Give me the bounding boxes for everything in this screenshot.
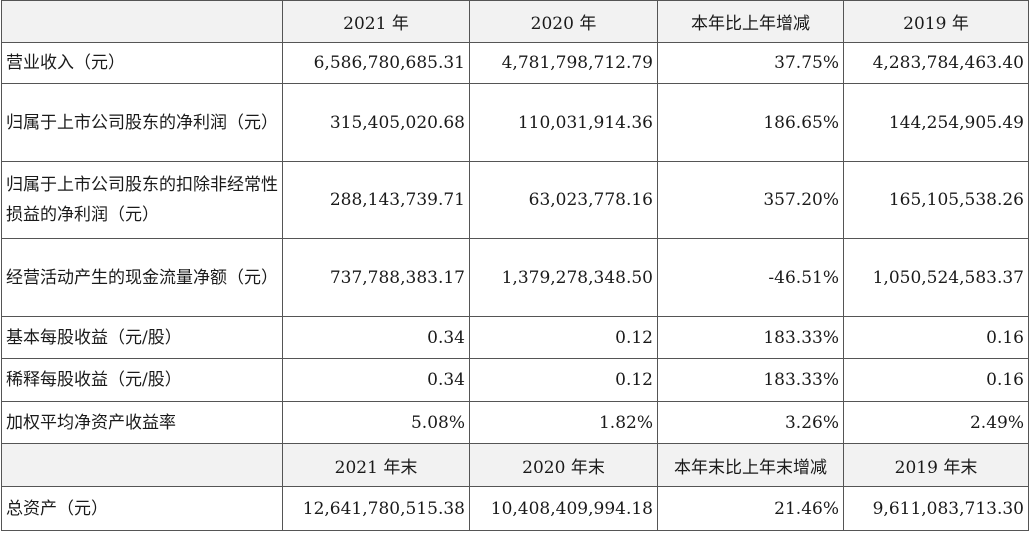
value-2021: 0.34 [282,358,470,402]
value-change: 21.46% [657,486,844,531]
value-2019: 0.16 [843,358,1029,402]
table-row: 归属于上市公司股东的扣除非经常性损益的净利润（元） 288,143,739.71… [1,161,1029,239]
value-change: 37.75% [657,42,844,84]
value-2020: 110,031,914.36 [469,83,658,162]
value-2021: 315,405,020.68 [282,83,470,162]
table-row: 基本每股收益（元/股） 0.34 0.12 183.33% 0.16 [1,316,1029,359]
row-label: 基本每股收益（元/股） [1,316,283,359]
row-label: 经营活动产生的现金流量净额（元） [1,238,283,317]
header-2021-end: 2021 年末 [282,443,470,487]
value-2020: 1.82% [469,401,658,444]
header-corner-cell [1,443,283,487]
value-2019: 4,283,784,463.40 [843,42,1029,84]
value-2020: 1,379,278,348.50 [469,238,658,317]
header-change: 本年比上年增减 [657,0,844,43]
row-label: 归属于上市公司股东的扣除非经常性损益的净利润（元） [1,161,283,239]
value-2020: 0.12 [469,358,658,402]
value-2021: 12,641,780,515.38 [282,486,470,531]
value-2021: 0.34 [282,316,470,359]
header-2020: 2020 年 [469,0,658,43]
table-row: 经营活动产生的现金流量净额（元） 737,788,383.17 1,379,27… [1,238,1029,317]
value-change: 183.33% [657,316,844,359]
value-2020: 0.12 [469,316,658,359]
table-row: 归属于上市公司股东的净利润（元） 315,405,020.68 110,031,… [1,83,1029,162]
value-2019: 1,050,524,583.37 [843,238,1029,317]
row-label: 营业收入（元） [1,42,283,84]
value-change: 183.33% [657,358,844,402]
table-row: 稀释每股收益（元/股） 0.34 0.12 183.33% 0.16 [1,358,1029,402]
value-change: 3.26% [657,401,844,444]
value-2020: 4,781,798,712.79 [469,42,658,84]
row-label: 总资产（元） [1,486,283,531]
header-2020-end: 2020 年末 [469,443,658,487]
header-2021: 2021 年 [282,0,470,43]
value-2020: 10,408,409,994.18 [469,486,658,531]
value-2021: 737,788,383.17 [282,238,470,317]
header-change-end: 本年末比上年末增减 [657,443,844,487]
row-label: 归属于上市公司股东的净利润（元） [1,83,283,162]
value-change: 357.20% [657,161,844,239]
value-2019: 2.49% [843,401,1029,444]
header-row-years: 2021 年 2020 年 本年比上年增减 2019 年 [1,0,1029,43]
value-2021: 6,586,780,685.31 [282,42,470,84]
header-row-year-end: 2021 年末 2020 年末 本年末比上年末增减 2019 年末 [1,443,1029,487]
value-change: 186.65% [657,83,844,162]
table-row: 加权平均净资产收益率 5.08% 1.82% 3.26% 2.49% [1,401,1029,444]
table-row: 营业收入（元） 6,586,780,685.31 4,781,798,712.7… [1,42,1029,84]
header-2019: 2019 年 [843,0,1029,43]
value-2020: 63,023,778.16 [469,161,658,239]
value-change: -46.51% [657,238,844,317]
value-2019: 9,611,083,713.30 [843,486,1029,531]
value-2021: 5.08% [282,401,470,444]
row-label: 加权平均净资产收益率 [1,401,283,444]
value-2019: 144,254,905.49 [843,83,1029,162]
value-2019: 0.16 [843,316,1029,359]
value-2019: 165,105,538.26 [843,161,1029,239]
table-row: 总资产（元） 12,641,780,515.38 10,408,409,994.… [1,486,1029,531]
header-corner-cell [1,0,283,43]
row-label: 稀释每股收益（元/股） [1,358,283,402]
header-2019-end: 2019 年末 [843,443,1029,487]
value-2021: 288,143,739.71 [282,161,470,239]
